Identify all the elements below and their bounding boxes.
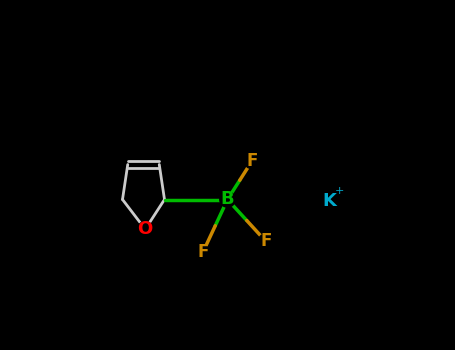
Text: F: F (197, 243, 209, 261)
Text: +: + (335, 186, 344, 196)
Circle shape (258, 234, 274, 249)
Text: K: K (322, 192, 336, 210)
Text: F: F (246, 152, 258, 170)
Circle shape (244, 153, 260, 169)
Circle shape (137, 222, 153, 237)
Text: F: F (260, 232, 272, 251)
Circle shape (321, 194, 337, 209)
Circle shape (195, 244, 211, 260)
Text: B: B (221, 190, 234, 209)
Text: O: O (137, 220, 153, 238)
Circle shape (220, 192, 235, 207)
